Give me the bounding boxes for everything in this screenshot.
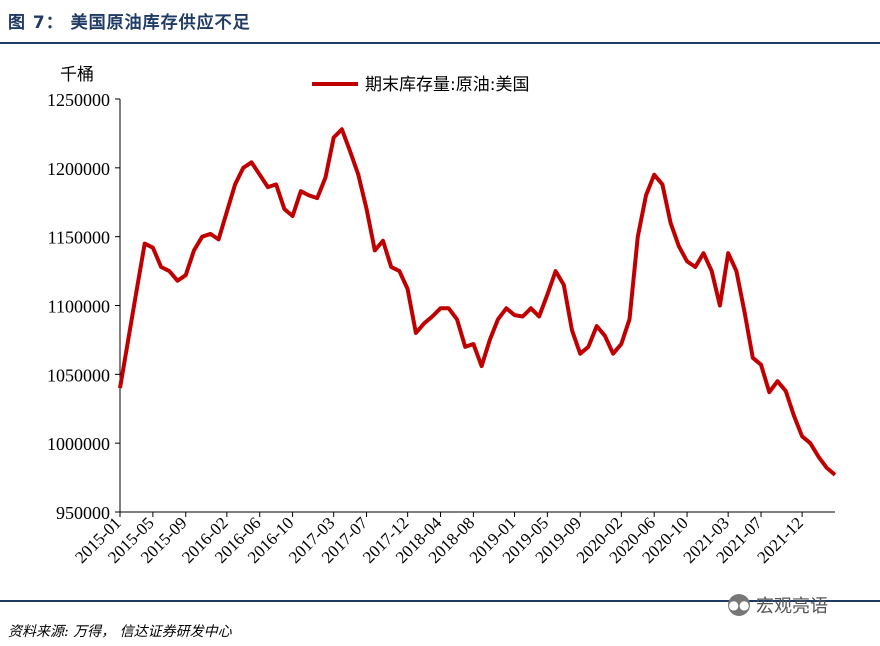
x-axis-ticks: 2015-012015-052015-092016-022016-062016-… (71, 512, 807, 567)
legend-label: 期末库存量:原油:美国 (365, 75, 529, 95)
chart-legend: 期末库存量:原油:美国 (312, 75, 529, 95)
y-axis-unit-label: 千桶 (60, 65, 94, 85)
y-tick-label: 1100000 (48, 297, 110, 317)
y-axis-ticks: 950000 1000000 1050000 1100000 1150000 120000… (47, 90, 120, 523)
y-tick-label: 1000000 (47, 434, 110, 454)
y-tick-label: 950000 (56, 503, 110, 523)
watermark-text: 宏观亮语 (756, 596, 828, 617)
series-line (118, 127, 837, 477)
y-tick-label: 1050000 (47, 365, 110, 385)
figure-title: 图 7： 美国原油库存供应不足 (8, 13, 251, 33)
top-rule (0, 42, 880, 44)
y-tick-label: 1150000 (48, 228, 110, 248)
y-tick-label: 1250000 (47, 90, 110, 110)
source-note: 资料来源: 万得， 信达证券研发中心 (8, 624, 232, 640)
axes (119, 99, 835, 513)
bottom-rule (0, 600, 880, 602)
wechat-icon: ●● (728, 594, 750, 616)
y-tick-label: 1200000 (47, 159, 110, 179)
watermark: ●● 宏观亮语 (728, 592, 828, 618)
x-tick-label: 2021-12 (753, 513, 807, 567)
